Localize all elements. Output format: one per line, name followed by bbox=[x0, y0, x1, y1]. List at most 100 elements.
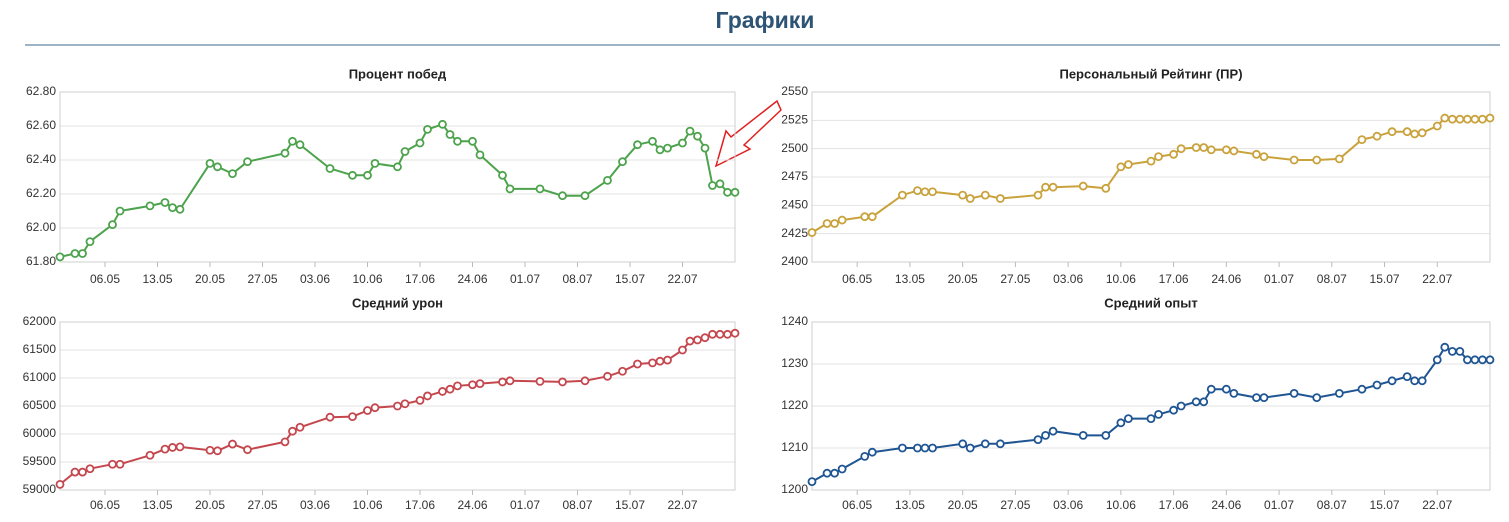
point bbox=[830, 468, 839, 478]
point bbox=[295, 422, 305, 432]
point bbox=[1432, 121, 1442, 131]
point bbox=[693, 131, 702, 141]
point bbox=[678, 138, 687, 148]
point bbox=[1387, 376, 1397, 386]
x-tick-label: 01.07 bbox=[1264, 272, 1294, 286]
point bbox=[85, 464, 95, 474]
point bbox=[288, 426, 297, 436]
point bbox=[1169, 149, 1178, 159]
x-tick-label: 24.06 bbox=[457, 498, 487, 512]
point bbox=[678, 345, 687, 355]
point bbox=[115, 206, 125, 216]
point bbox=[1312, 155, 1322, 165]
point bbox=[438, 387, 447, 396]
y-tick-label: 2500 bbox=[781, 141, 808, 155]
y-tick-label: 62.80 bbox=[26, 84, 56, 98]
point bbox=[708, 329, 717, 339]
point bbox=[913, 186, 922, 196]
point bbox=[348, 170, 357, 180]
point bbox=[363, 406, 372, 415]
point bbox=[453, 381, 462, 391]
point bbox=[393, 401, 402, 411]
point bbox=[145, 450, 155, 460]
point bbox=[1410, 376, 1420, 386]
point bbox=[445, 384, 455, 394]
point bbox=[1289, 388, 1299, 398]
x-tick-label: 20.05 bbox=[948, 498, 978, 512]
point bbox=[558, 377, 567, 387]
x-tick-label: 13.05 bbox=[142, 498, 172, 512]
point bbox=[965, 443, 975, 453]
x-tick-label: 03.06 bbox=[1053, 498, 1083, 512]
point bbox=[1334, 154, 1344, 164]
x-tick-label: 22.07 bbox=[1422, 272, 1452, 286]
point bbox=[822, 468, 832, 478]
point bbox=[633, 359, 642, 369]
x-tick-label: 22.07 bbox=[667, 272, 697, 286]
x-tick-label: 08.07 bbox=[1317, 272, 1347, 286]
point bbox=[580, 191, 590, 201]
point bbox=[860, 451, 870, 461]
plot-frame bbox=[59, 91, 736, 263]
point bbox=[505, 184, 515, 194]
series-line bbox=[811, 117, 1491, 234]
y-tick-label: 62.00 bbox=[26, 220, 56, 234]
point bbox=[70, 249, 80, 258]
point bbox=[693, 335, 702, 345]
point bbox=[108, 459, 117, 469]
point bbox=[475, 150, 485, 160]
point bbox=[1372, 380, 1382, 390]
point bbox=[498, 377, 507, 387]
x-tick-label: 08.07 bbox=[1317, 498, 1347, 512]
point bbox=[1455, 114, 1465, 124]
point bbox=[1206, 384, 1216, 394]
chart-title: Средний урон bbox=[352, 295, 443, 310]
plot-frame bbox=[811, 91, 1491, 263]
y-tick-label: 2425 bbox=[781, 226, 808, 240]
point bbox=[115, 459, 125, 469]
y-tick-label: 1220 bbox=[781, 398, 808, 412]
annotation-arrow bbox=[714, 99, 782, 168]
point bbox=[145, 201, 155, 211]
y-tick-label: 1200 bbox=[781, 482, 808, 496]
point bbox=[1116, 418, 1126, 428]
point bbox=[700, 143, 710, 153]
point bbox=[55, 252, 65, 262]
point bbox=[78, 249, 87, 258]
x-tick-label: 24.06 bbox=[1211, 498, 1241, 512]
x-tick-label: 17.06 bbox=[1159, 272, 1189, 286]
point bbox=[1169, 405, 1178, 415]
point bbox=[370, 158, 380, 168]
point bbox=[213, 162, 222, 172]
x-tick-label: 20.05 bbox=[195, 498, 225, 512]
point bbox=[1485, 355, 1495, 365]
point bbox=[1199, 143, 1209, 152]
point bbox=[1229, 146, 1239, 156]
y-tick-label: 62.60 bbox=[26, 118, 56, 132]
point bbox=[1259, 393, 1269, 403]
point bbox=[837, 215, 847, 225]
x-tick-label: 15.07 bbox=[1370, 272, 1400, 286]
point bbox=[168, 443, 177, 452]
point bbox=[1463, 114, 1472, 124]
point bbox=[655, 145, 665, 155]
point bbox=[980, 439, 990, 449]
point bbox=[860, 212, 870, 222]
point bbox=[1417, 128, 1427, 138]
point bbox=[867, 212, 877, 222]
point bbox=[295, 140, 305, 150]
y-tick-label: 61.80 bbox=[26, 254, 56, 268]
point bbox=[415, 138, 425, 148]
point bbox=[498, 170, 507, 180]
point bbox=[280, 437, 290, 447]
point bbox=[168, 203, 177, 213]
point bbox=[1372, 131, 1382, 141]
point bbox=[1154, 152, 1163, 162]
y-tick-label: 59500 bbox=[23, 454, 57, 468]
point bbox=[228, 169, 237, 179]
x-tick-label: 13.05 bbox=[895, 272, 925, 286]
point bbox=[1101, 430, 1111, 440]
y-tick-label: 2400 bbox=[781, 254, 808, 268]
point bbox=[1440, 342, 1450, 352]
